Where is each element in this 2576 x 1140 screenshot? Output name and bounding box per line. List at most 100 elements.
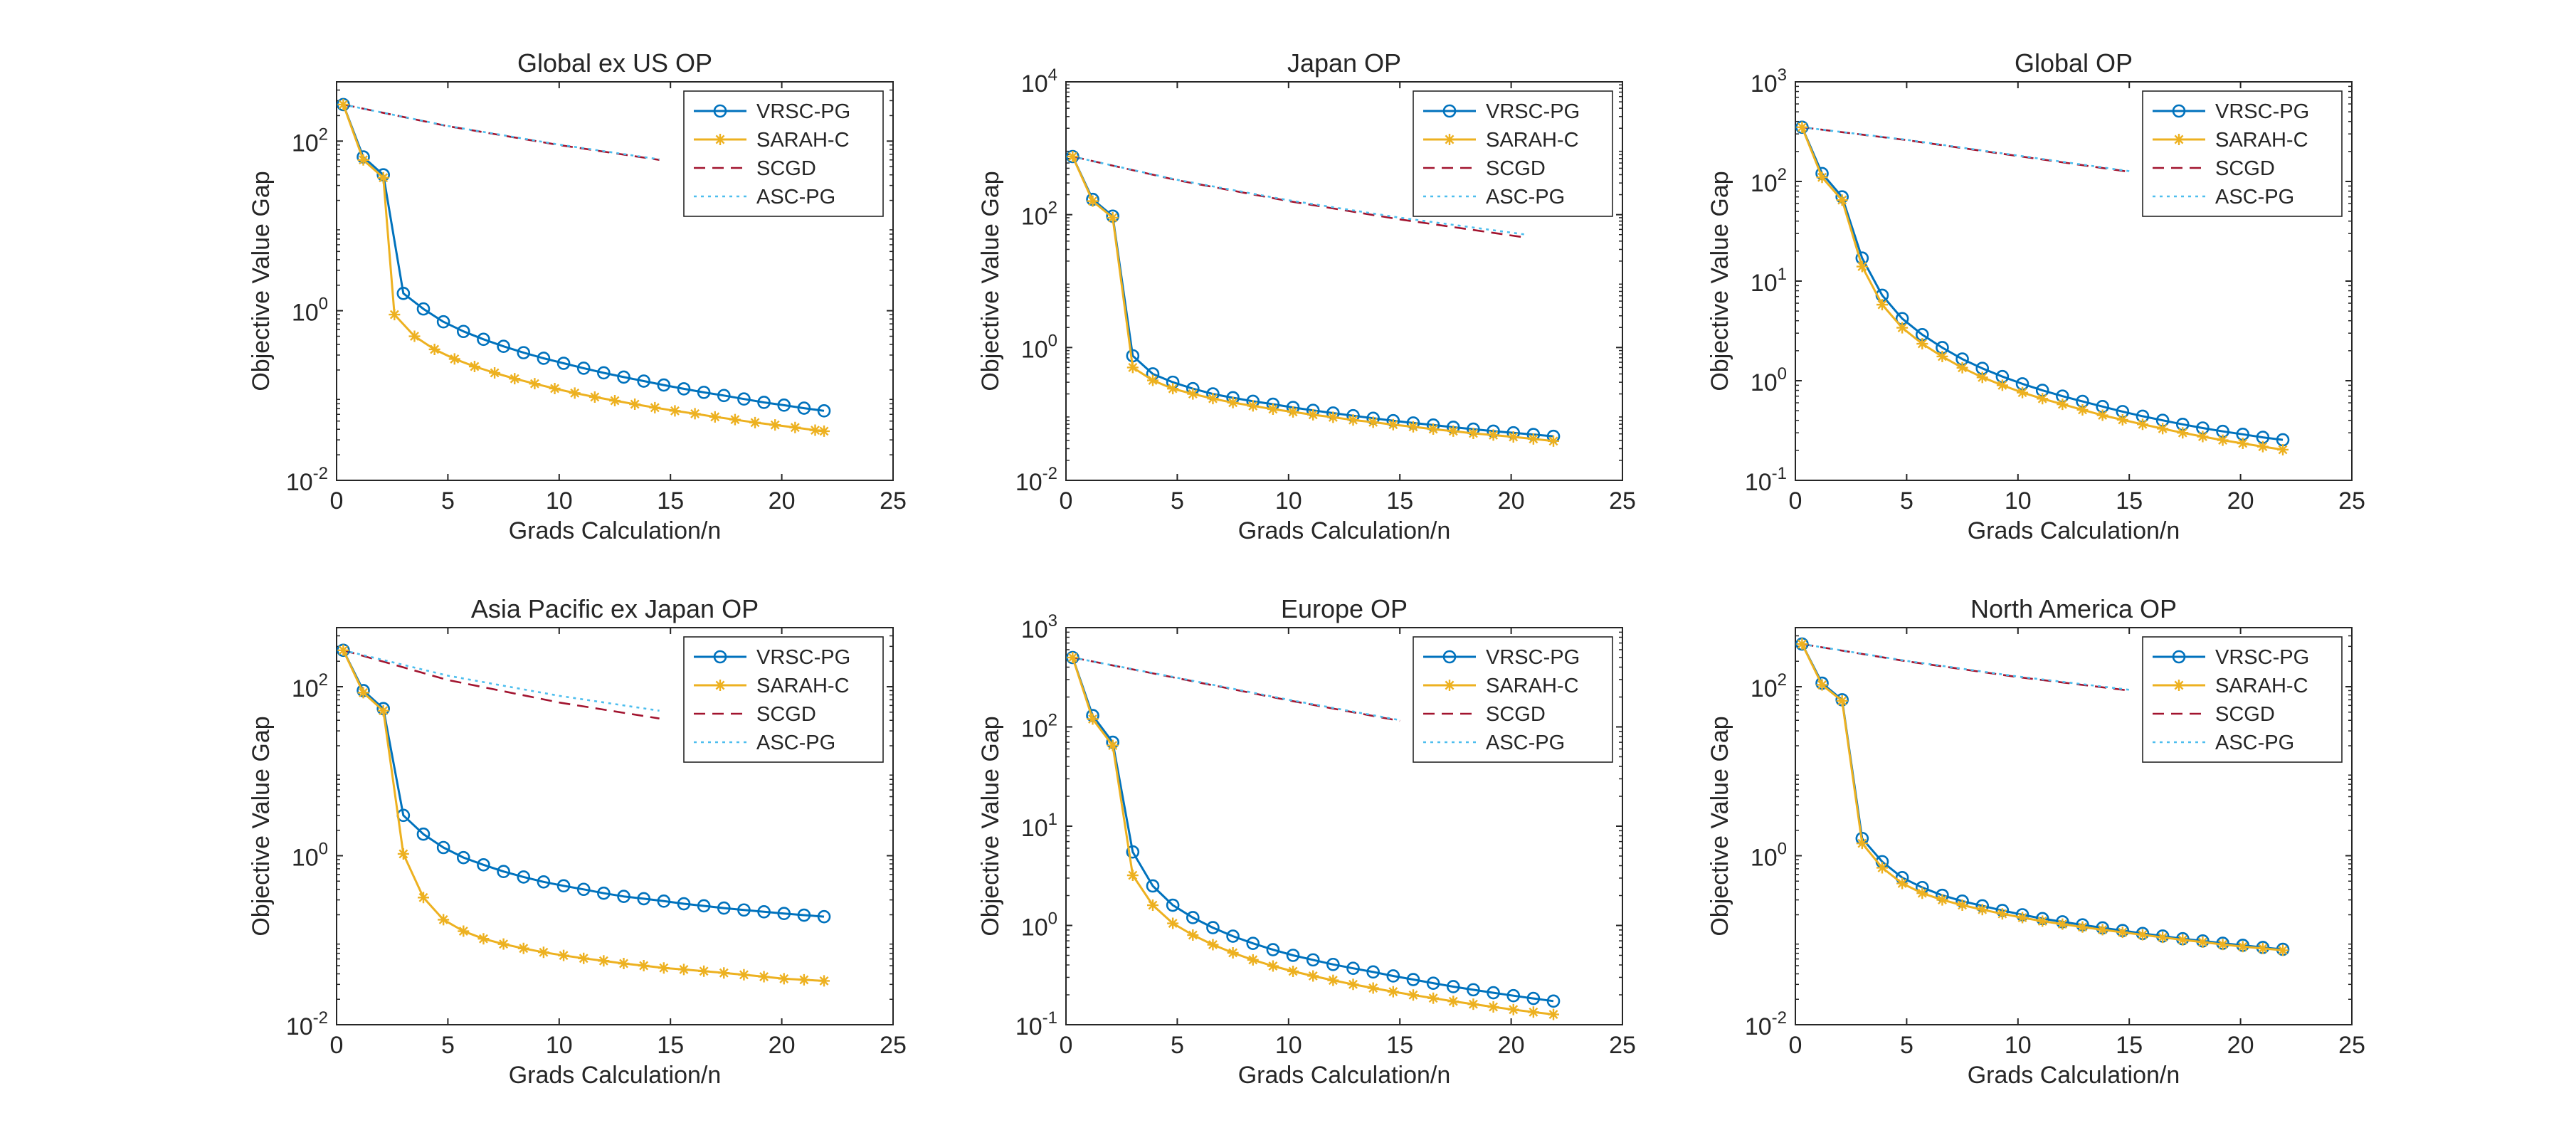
legend-label: VRSC-PG — [756, 646, 850, 669]
data-point-sarah-c — [2037, 915, 2049, 927]
data-point-vrsc-pg — [817, 404, 831, 418]
data-point-vrsc-pg — [1366, 965, 1380, 979]
y-tick-exponent: 4 — [1048, 65, 1057, 85]
data-point-sarah-c — [569, 387, 581, 399]
data-point-sarah-c — [1447, 996, 1459, 1008]
y-tick-base: 10 — [1021, 336, 1048, 363]
x-tick-label: 25 — [880, 1032, 907, 1059]
subplot-title: Asia Pacific ex Japan OP — [471, 594, 759, 623]
data-point-sarah-c — [1467, 998, 1479, 1010]
y-tick-label: 10-2 — [286, 464, 328, 496]
data-point-sarah-c — [2237, 438, 2249, 450]
data-point-vrsc-pg — [1226, 929, 1240, 943]
data-point-sarah-c — [1836, 194, 1848, 206]
x-tick-label: 15 — [657, 1032, 684, 1059]
data-point-sarah-c — [638, 960, 650, 971]
data-point-vrsc-pg — [1266, 943, 1280, 956]
data-point-sarah-c — [438, 914, 450, 926]
x-axis-label: Grads Calculation/n — [509, 1062, 722, 1089]
y-tick-label: 102 — [1021, 199, 1057, 231]
subplot-title: Japan OP — [1287, 48, 1401, 78]
data-point-sarah-c — [1796, 638, 1808, 650]
data-point-sarah-c — [2197, 936, 2209, 948]
data-point-sarah-c — [1347, 978, 1359, 991]
data-point-sarah-c — [2057, 399, 2069, 411]
data-point-sarah-c — [1896, 322, 1909, 334]
data-point-sarah-c — [1167, 917, 1179, 929]
data-point-vrsc-pg — [456, 324, 470, 339]
data-point-sarah-c — [1387, 418, 1399, 431]
data-point-vrsc-pg — [597, 366, 611, 380]
x-tick-label: 5 — [441, 487, 455, 514]
y-tick-base: 10 — [1021, 815, 1048, 842]
data-point-vrsc-pg — [436, 315, 450, 329]
data-point-sarah-c — [698, 965, 710, 977]
data-point-sarah-c — [468, 361, 480, 373]
x-tick-label: 20 — [769, 487, 796, 514]
data-point-sarah-c — [1146, 899, 1158, 912]
data-point-vrsc-pg — [1166, 898, 1180, 912]
data-point-vrsc-pg — [1386, 969, 1400, 983]
data-point-sarah-c — [2076, 403, 2089, 416]
y-tick-label: 100 — [1751, 840, 1787, 872]
data-point-sarah-c — [1996, 908, 2008, 920]
data-point-vrsc-pg — [777, 907, 791, 921]
y-tick-base: 10 — [1021, 204, 1048, 231]
data-point-sarah-c — [1976, 904, 1988, 916]
legend-box — [683, 636, 884, 763]
legend-marker — [2173, 134, 2185, 145]
data-point-sarah-c — [1267, 960, 1279, 972]
data-point-sarah-c — [1876, 862, 1888, 874]
y-tick-label: 10-1 — [1015, 1008, 1057, 1040]
legend-label: VRSC-PG — [756, 100, 850, 123]
data-point-sarah-c — [558, 949, 570, 961]
data-point-vrsc-pg — [517, 346, 531, 359]
x-tick-label: 25 — [880, 487, 907, 514]
series-line-asc-pg — [343, 649, 660, 712]
data-point-sarah-c — [1307, 970, 1319, 982]
series-group — [1066, 650, 1561, 1020]
legend-marker — [714, 680, 726, 691]
data-point-sarah-c — [618, 957, 630, 969]
data-point-sarah-c — [497, 938, 510, 950]
data-point-sarah-c — [448, 353, 460, 365]
data-point-sarah-c — [818, 975, 830, 987]
y-tick-label: 102 — [292, 125, 328, 157]
x-tick-label: 25 — [1609, 1032, 1636, 1059]
y-tick-base: 10 — [1751, 170, 1778, 197]
legend-label: SARAH-C — [2215, 675, 2308, 697]
data-point-sarah-c — [517, 942, 529, 954]
series-group — [1795, 120, 2290, 455]
data-point-vrsc-pg — [797, 401, 811, 415]
data-point-sarah-c — [2136, 929, 2148, 941]
data-point-vrsc-pg — [456, 850, 470, 865]
subplot-title: Europe OP — [1281, 594, 1408, 623]
x-tick-label: 25 — [1609, 487, 1636, 514]
data-point-vrsc-pg — [637, 892, 650, 906]
data-point-sarah-c — [798, 973, 810, 986]
legend-marker — [2172, 104, 2186, 118]
data-point-vrsc-pg — [757, 396, 771, 409]
x-tick-label: 15 — [1386, 1032, 1413, 1059]
data-point-sarah-c — [1836, 695, 1848, 707]
series-group — [337, 97, 831, 437]
y-tick-exponent: 3 — [1048, 611, 1057, 630]
data-point-sarah-c — [1976, 371, 1988, 384]
data-point-sarah-c — [789, 421, 801, 433]
data-point-sarah-c — [509, 373, 521, 385]
y-tick-label: 102 — [1021, 711, 1057, 743]
data-point-vrsc-pg — [777, 399, 791, 412]
data-point-sarah-c — [1087, 713, 1099, 725]
data-point-sarah-c — [1227, 396, 1239, 408]
legend-marker — [2172, 650, 2186, 664]
data-point-sarah-c — [629, 399, 641, 411]
data-point-sarah-c — [1996, 379, 2008, 391]
data-point-vrsc-pg — [1126, 845, 1140, 859]
y-tick-exponent: -2 — [313, 1008, 328, 1028]
subplot-title: Global ex US OP — [517, 48, 712, 78]
data-point-vrsc-pg — [1426, 976, 1440, 990]
data-point-sarah-c — [1287, 965, 1299, 977]
